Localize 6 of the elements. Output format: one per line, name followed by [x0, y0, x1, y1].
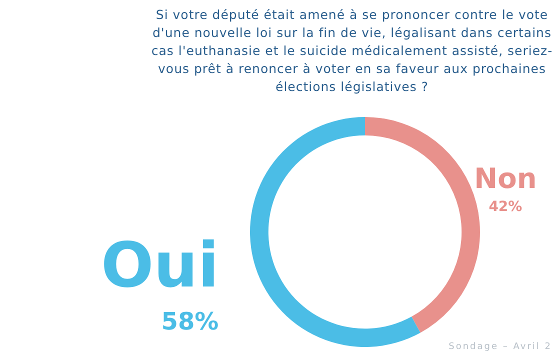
text: Sondage – Avril 2: [448, 342, 552, 352]
chart-title: Si votre député était amené à se prononcer contre le vote d'une nouvelle loi sur la fin de vie, légalisant dans certains cas l'euthanasie et le suicide médicalement assisté, seriez-vous prêt à renoncer à voter en sa faveur aux prochaines élections législatives ?: [150, 6, 554, 96]
data-label: 58%: [161, 307, 219, 336]
slice-label: Oui: [100, 228, 220, 302]
slice-label: Non: [474, 162, 537, 196]
data-label: 42%: [488, 199, 522, 216]
